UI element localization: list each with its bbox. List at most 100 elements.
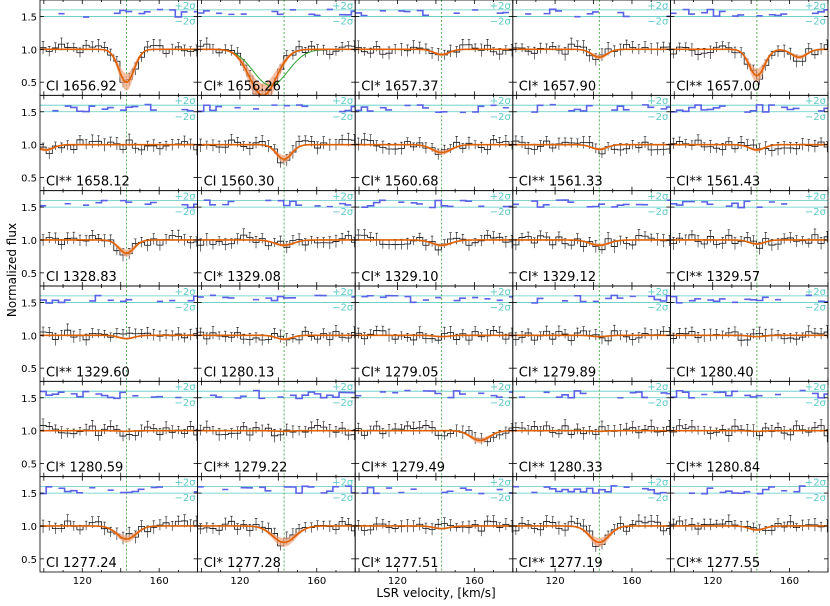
panel: +2σ −2σ CI** 1280.33 <box>512 380 671 478</box>
plus-2sigma-label: +2σ <box>490 1 512 12</box>
y-tick-label: 1.5 <box>21 298 37 309</box>
plus-2sigma-label: +2σ <box>332 287 354 298</box>
residual-trace <box>52 103 194 113</box>
residual-trace <box>688 485 806 495</box>
minus-2sigma-label: −2σ <box>805 16 827 27</box>
plus-2sigma-label: +2σ <box>805 1 827 12</box>
panel-label: CI** 1277.55 <box>676 556 760 571</box>
model-line <box>355 525 513 530</box>
y-tick-label: 1.0 <box>21 141 37 152</box>
panel-label: CI* 1657.90 <box>519 79 596 94</box>
plus-2sigma-label: +2σ <box>647 96 669 107</box>
panel-label: CI* 1560.68 <box>361 175 438 190</box>
plus-2sigma-label: +2σ <box>332 1 354 12</box>
residual-trace <box>361 486 513 495</box>
minus-2sigma-label: −2σ <box>647 302 669 313</box>
y-tick-label: 1.5 <box>21 203 37 214</box>
y-tick-label: 1.0 <box>21 522 37 533</box>
plus-2sigma-label: +2σ <box>805 382 827 393</box>
panel-plot-area <box>40 0 198 96</box>
panel-plot-area <box>355 381 513 477</box>
minus-2sigma-label: −2σ <box>490 207 512 218</box>
minus-2sigma-label: −2σ <box>175 112 197 123</box>
panel: +2σ −2σ CI* 1329.10 <box>354 190 514 287</box>
x-tick-label: 120 <box>703 576 722 587</box>
panel-plot-area <box>355 95 513 191</box>
panel-plot-area <box>197 381 356 477</box>
plus-2sigma-label: +2σ <box>175 96 197 107</box>
residual-trace <box>40 486 198 495</box>
model-line <box>355 334 513 338</box>
minus-2sigma-label: −2σ <box>647 493 669 504</box>
residual-trace <box>197 294 356 302</box>
minus-2sigma-label: −2σ <box>805 302 827 313</box>
plus-2sigma-label: +2σ <box>805 287 827 298</box>
panel-label: CI* 1277.28 <box>204 556 281 571</box>
y-tick-label: 1.5 <box>21 394 37 405</box>
panel-label: CI 1560.30 <box>204 175 275 190</box>
model-line <box>40 334 198 340</box>
residual-trace <box>670 389 829 399</box>
panel-label: CI* 1329.12 <box>519 270 596 285</box>
panel-plot-area <box>197 95 356 191</box>
model-line <box>197 239 356 247</box>
model-line <box>355 429 513 442</box>
y-tick-label: 0.5 <box>21 269 37 280</box>
panel-plot-area <box>40 190 198 286</box>
plus-2sigma-label: +2σ <box>490 478 512 489</box>
panel: +2σ −2σ CI** 1657.00 <box>670 0 829 96</box>
panel-plot-area <box>670 0 829 96</box>
plus-2sigma-label: +2σ <box>490 287 512 298</box>
residual-trace <box>512 199 671 208</box>
panel-plot-area <box>355 0 513 96</box>
panel: +2σ −2σ CI** 1561.33 <box>512 94 671 192</box>
x-tick-label: 120 <box>388 576 407 587</box>
panel: +2σ −2σ CI 1280.13 <box>197 285 356 382</box>
residual-trace <box>355 389 513 399</box>
panel-label: CI* 1277.51 <box>361 556 438 571</box>
panel-plot-area <box>40 95 198 191</box>
residual-trace <box>518 390 671 399</box>
panel-label: CI** 1280.84 <box>676 461 760 476</box>
panel: +2σ −2σ CI* 1329.12 <box>512 190 671 287</box>
model-line <box>40 239 198 254</box>
model-line <box>355 239 513 247</box>
panel-plot-area <box>355 190 513 286</box>
residual-trace <box>670 8 829 17</box>
panel-plot-area <box>197 190 356 286</box>
minus-2sigma-label: −2σ <box>647 112 669 123</box>
model-line <box>670 429 828 433</box>
minus-2sigma-label: −2σ <box>490 112 512 123</box>
panel-plot-area <box>670 286 829 382</box>
x-tick-label: 160 <box>622 576 641 587</box>
residual-trace <box>361 199 513 209</box>
x-tick-label: 160 <box>150 576 169 587</box>
panel-plot-area <box>512 476 671 572</box>
minus-2sigma-label: −2σ <box>647 398 669 409</box>
residual-trace <box>58 8 198 18</box>
panel-plot-area <box>40 286 198 382</box>
minus-2sigma-label: −2σ <box>647 207 669 218</box>
panel-label: CI 1280.13 <box>204 365 275 380</box>
plus-2sigma-label: +2σ <box>175 287 197 298</box>
panel: +2σ −2σ CI* 1560.68 <box>354 94 514 192</box>
residual-trace <box>40 294 198 304</box>
model-line <box>40 143 198 151</box>
model-line <box>197 525 356 544</box>
minus-2sigma-label: −2σ <box>490 493 512 504</box>
y-tick-label: 0.5 <box>21 78 37 89</box>
minus-2sigma-label: −2σ <box>647 16 669 27</box>
panel: +2σ −2σ CI* 1280.59 <box>39 380 199 478</box>
panel-label: CI* 1657.37 <box>361 79 438 94</box>
panel-label: CI** 1657.00 <box>676 79 760 94</box>
residual-trace <box>670 294 829 304</box>
minus-2sigma-label: −2σ <box>805 207 827 218</box>
panel-label: CI** 1329.60 <box>46 365 130 380</box>
panel-label: CI* 1280.40 <box>676 365 753 380</box>
model-uncertainty-band <box>40 525 198 543</box>
panel: +2σ −2σ CI** 1279.22 <box>197 380 356 478</box>
model-line <box>40 525 198 540</box>
residual-trace <box>512 485 667 495</box>
